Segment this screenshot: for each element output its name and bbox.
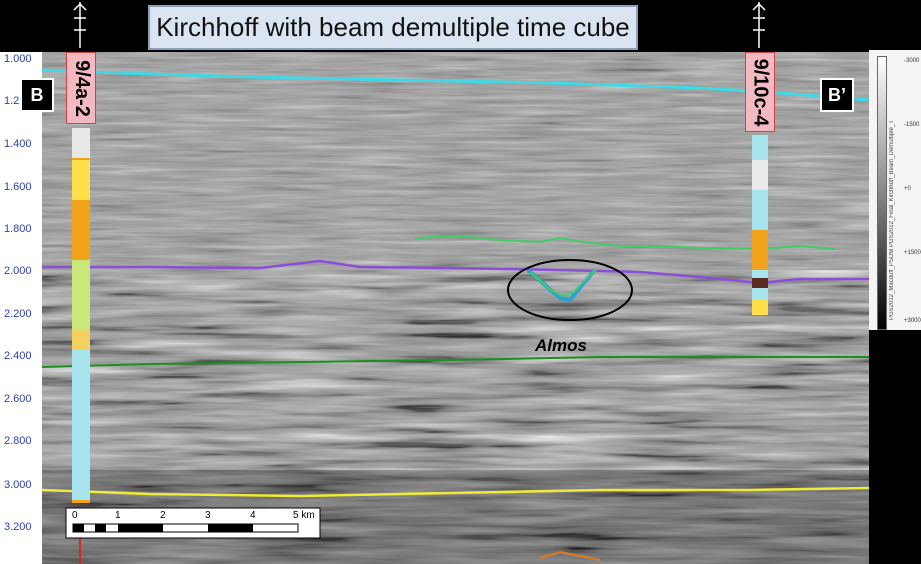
y-tick: 1.000 [4, 53, 32, 65]
y-tick: 1.800 [4, 223, 32, 235]
colorbar-panel: -3000 -1500 +0 +1500 +3000 PGS2012_Macdu… [869, 50, 921, 330]
scale-tick: 3 [205, 510, 211, 521]
well-log-left [72, 128, 90, 503]
colorbar-label: -3000 [904, 58, 920, 64]
y-tick: 2.800 [4, 435, 32, 447]
y-tick: 1.2 [4, 95, 20, 107]
marker-b: B [20, 78, 54, 112]
horizons [42, 68, 869, 561]
well-log-right [752, 135, 768, 315]
scale-bar [65, 507, 321, 539]
horizon-yellow [42, 486, 869, 498]
marker-b-prime: B’ [820, 78, 854, 112]
horizon-green-lower [42, 356, 869, 368]
colorbar-label: +3000 [904, 318, 921, 324]
colorbar-label: +1500 [904, 250, 921, 256]
scale-tick: 1 [115, 510, 121, 521]
almos-label: Almos [535, 336, 587, 355]
well-label-left: 9/4a-2 [66, 52, 96, 124]
derrick-icon-right [752, 2, 766, 48]
colorbar-label: +0 [904, 186, 911, 192]
almos-ellipse [507, 259, 633, 321]
scale-tick: 5 km [293, 510, 315, 521]
y-tick: 1.400 [4, 138, 32, 150]
well-label-right: 9/10c-4 [745, 52, 775, 132]
y-tick: 1.600 [4, 181, 32, 193]
page-title: Kirchhoff with beam demultiple time cube [148, 5, 638, 50]
y-tick: 3.200 [4, 521, 32, 533]
colorbar-gradient [877, 56, 887, 330]
colorbar-label: -1500 [904, 122, 920, 128]
scale-tick: 4 [250, 510, 256, 521]
y-axis-panel [0, 52, 42, 564]
y-tick: 2.400 [4, 350, 32, 362]
colorbar-title: PGS2012_Macduff_PSDM PGS2012_Final_Kirch… [889, 120, 895, 320]
y-tick: 2.600 [4, 393, 32, 405]
y-tick: 2.200 [4, 308, 32, 320]
y-tick: 2.000 [4, 265, 32, 277]
horizon-orange [539, 550, 601, 561]
scale-tick: 0 [72, 510, 78, 521]
scale-tick: 2 [160, 510, 166, 521]
y-tick: 3.000 [4, 479, 32, 491]
horizon-channel-green [529, 269, 597, 298]
derrick-icon-left [73, 2, 87, 48]
